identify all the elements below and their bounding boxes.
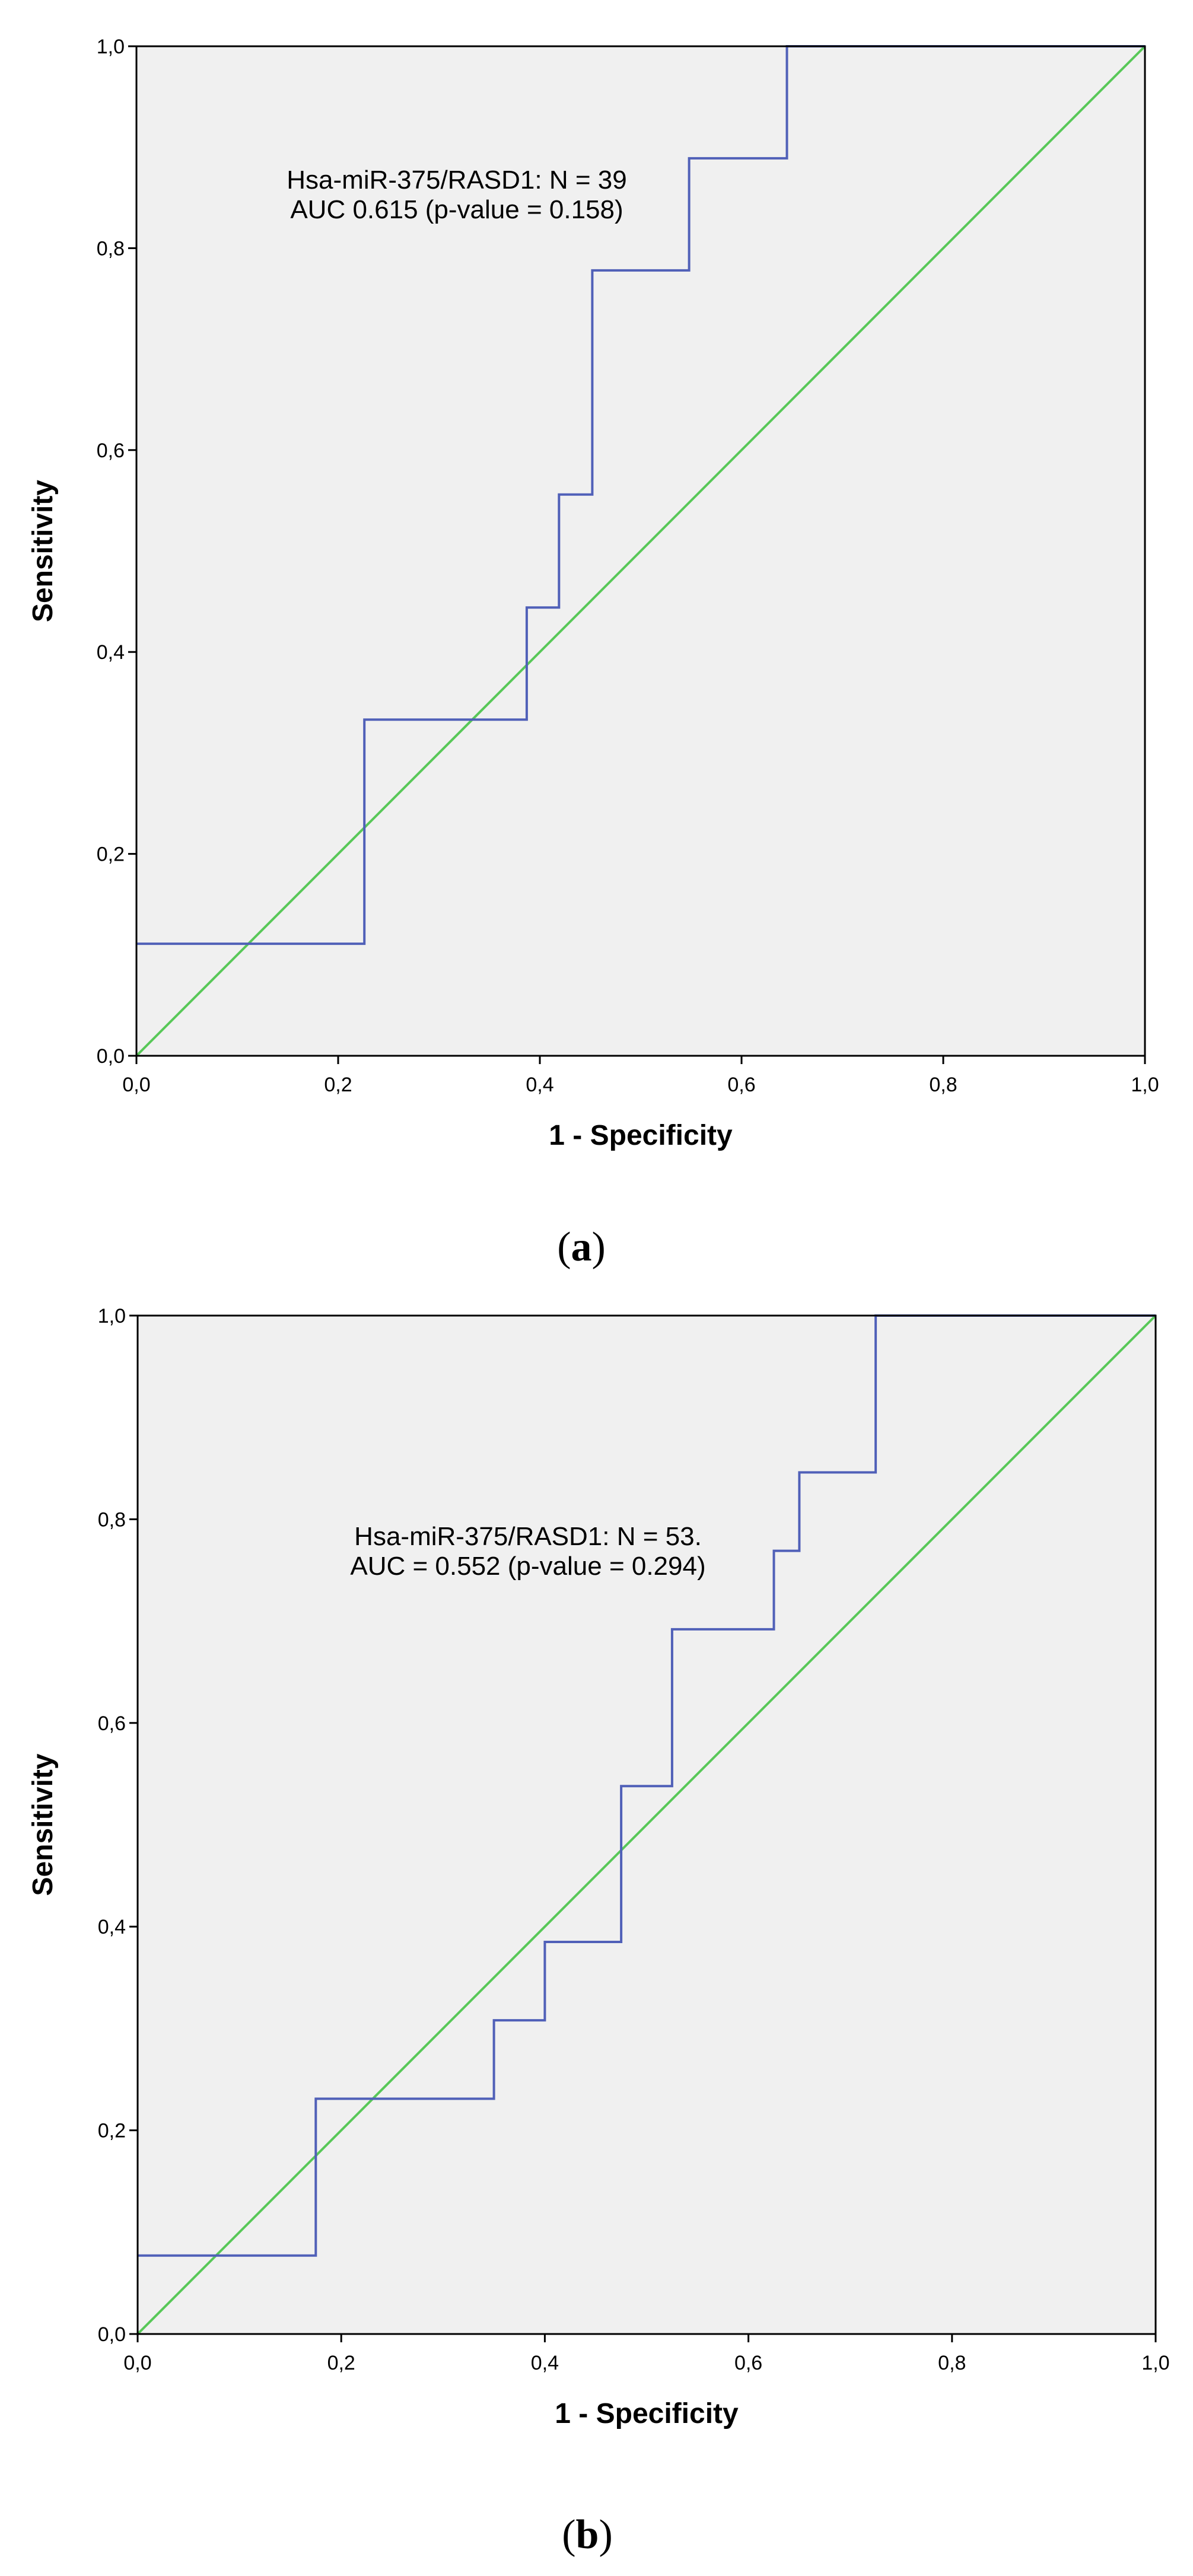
panel-label-open: ( bbox=[557, 1224, 571, 1270]
panel-label-open: ( bbox=[562, 2512, 575, 2558]
y-axis-title: Sensitivity bbox=[27, 1753, 59, 1896]
y-tick-label: 0,0 bbox=[98, 2323, 126, 2346]
y-tick-label: 0,0 bbox=[97, 1045, 125, 1068]
chart-panel-a: 0,0 0,2 0,4 0,6 0,8 1,0 0,0 0,2 0,4 0,6 0,8 1,0 1 - … bbox=[27, 36, 1159, 1270]
y-tick-label: 0,6 bbox=[98, 1712, 126, 1735]
figure-panels: 0,0 0,2 0,4 0,6 0,8 1,0 0,0 0,2 0,4 0,6 0,8 1,0 1 - … bbox=[27, 36, 1170, 2558]
y-axis-title: Sensitivity bbox=[27, 480, 59, 622]
annotation-line: AUC 0.615 (p-value = 0.158) bbox=[290, 195, 623, 224]
plot-frame bbox=[135, 45, 1146, 1057]
x-tick-label: 0,4 bbox=[531, 2352, 559, 2374]
roc-curve bbox=[136, 45, 1145, 945]
panel-label: (a) bbox=[557, 1224, 606, 1270]
y-tick-label: 0,2 bbox=[98, 2120, 126, 2142]
x-tick-label: 0,0 bbox=[122, 1074, 150, 1096]
panel-label-close: ) bbox=[592, 1224, 606, 1270]
y-tick-label: 1,0 bbox=[98, 1305, 126, 1327]
y-tick-label: 0,4 bbox=[97, 641, 125, 664]
panel-label-letter: b bbox=[576, 2512, 599, 2558]
panel-label: (b) bbox=[562, 2512, 613, 2558]
x-tick-label: 0,8 bbox=[938, 2352, 966, 2374]
annotation-line: Hsa-miR-375/RASD1: N = 53. bbox=[354, 1522, 702, 1551]
panel-label-letter: a bbox=[571, 1224, 592, 1270]
x-tick-label: 0,4 bbox=[526, 1074, 553, 1096]
x-axis-title: 1 - Specificity bbox=[555, 2398, 739, 2429]
annotation-line: AUC = 0.552 (p-value = 0.294) bbox=[350, 1552, 705, 1581]
reference-line bbox=[136, 1314, 1157, 2335]
chart-panel-b: 0,0 0,2 0,4 0,6 0,8 1,0 0,0 0,2 0,4 0,6 0,8 1,0 1 - … bbox=[27, 1305, 1170, 2558]
x-tick-label: 0,0 bbox=[123, 2352, 151, 2374]
annotation-line: Hsa-miR-375/RASD1: N = 39 bbox=[287, 165, 626, 195]
y-tick-label: 0,2 bbox=[97, 843, 125, 866]
plot-frame bbox=[136, 1314, 1157, 2335]
x-tick-label: 0,2 bbox=[327, 2352, 355, 2374]
x-tick-label: 1,0 bbox=[1131, 1074, 1159, 1096]
x-tick-label: 0,6 bbox=[734, 2352, 762, 2374]
x-tick-label: 0,6 bbox=[727, 1074, 755, 1096]
x-axis-title: 1 - Specificity bbox=[549, 1120, 733, 1151]
reference-line bbox=[135, 45, 1146, 1057]
y-tick-label: 0,8 bbox=[97, 237, 125, 260]
x-tick-label: 0,8 bbox=[929, 1074, 957, 1096]
y-tick-label: 0,6 bbox=[97, 440, 125, 462]
roc-curve bbox=[138, 1314, 1156, 2257]
y-tick-label: 1,0 bbox=[97, 36, 125, 58]
panel-label-close: ) bbox=[599, 2512, 612, 2558]
y-tick-label: 0,4 bbox=[98, 1916, 126, 1938]
y-tick-label: 0,8 bbox=[98, 1508, 126, 1531]
x-tick-label: 1,0 bbox=[1141, 2352, 1169, 2374]
x-tick-label: 0,2 bbox=[324, 1074, 352, 1096]
